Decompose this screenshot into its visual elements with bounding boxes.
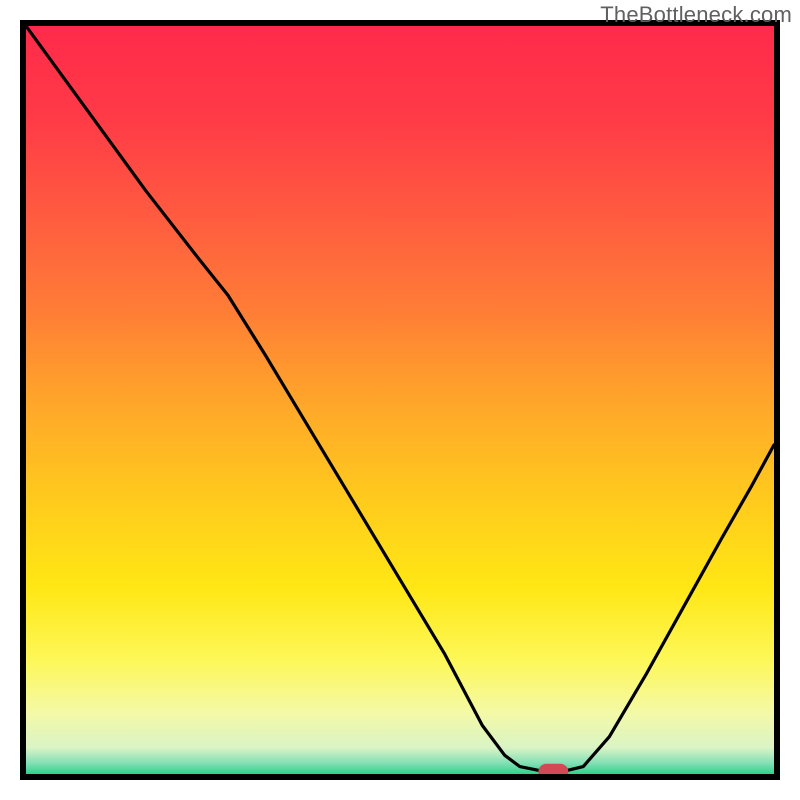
gradient-background (26, 26, 774, 774)
bottleneck-chart (0, 0, 800, 800)
watermark-text: TheBottleneck.com (600, 2, 792, 28)
chart-container: TheBottleneck.com (0, 0, 800, 800)
plot-area (26, 26, 774, 780)
